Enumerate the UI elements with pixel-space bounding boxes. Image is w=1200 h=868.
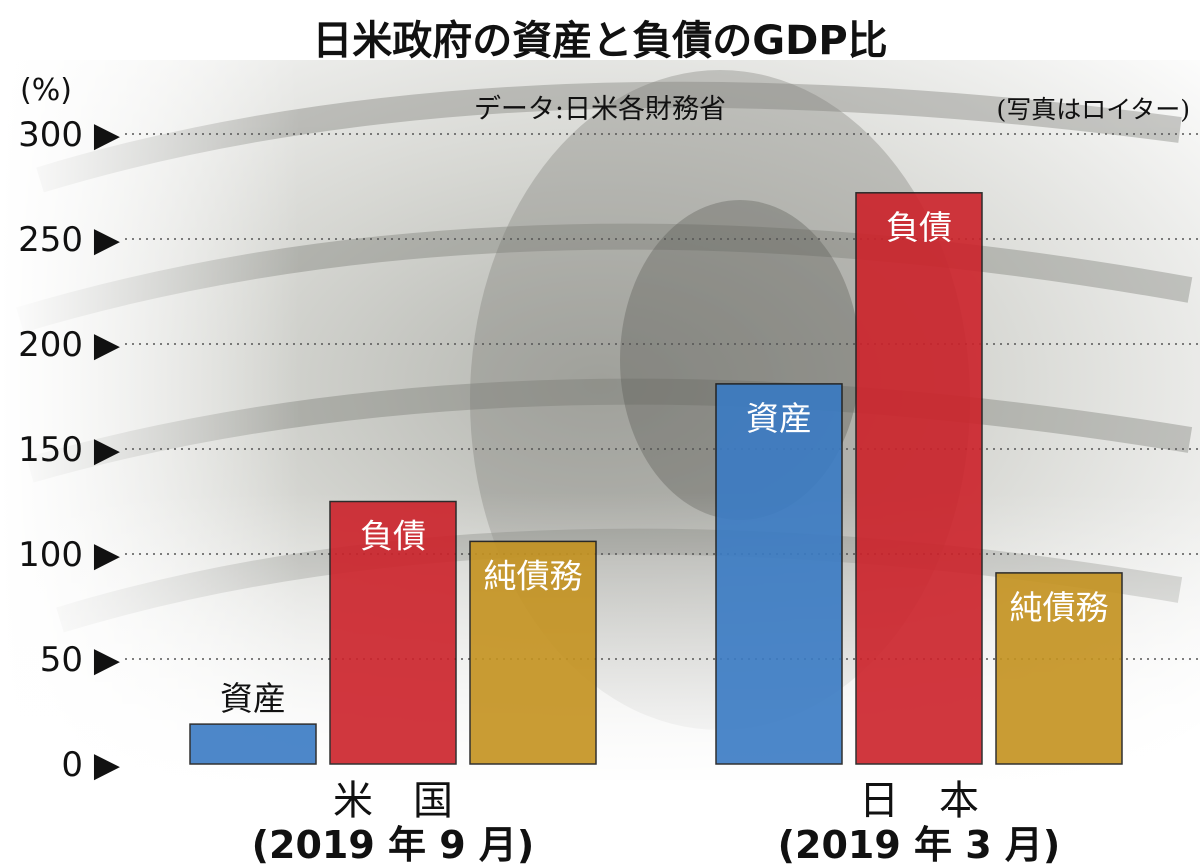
y-tick-label: 50 ▶ bbox=[40, 640, 121, 680]
bar bbox=[715, 383, 843, 765]
group-name: 米 国 bbox=[333, 778, 453, 824]
data-source: データ:日米各財務省 bbox=[474, 94, 726, 125]
photo-credit: (写真はロイター) bbox=[996, 95, 1190, 124]
bar-label: 負債 bbox=[360, 517, 426, 556]
y-tick-label: 300 ▶ bbox=[18, 115, 121, 155]
bar-label: 資産 bbox=[220, 679, 286, 718]
group-period: (2019 年 9 月) bbox=[252, 823, 535, 867]
y-axis-unit: (%) bbox=[20, 73, 72, 108]
bar-label: 資産 bbox=[746, 399, 812, 438]
group-period: (2019 年 3 月) bbox=[778, 823, 1061, 867]
bar bbox=[995, 572, 1123, 765]
y-tick-label: 200 ▶ bbox=[18, 325, 121, 365]
bar-label: 負債 bbox=[886, 208, 952, 247]
group-labels: 米 国(2019 年 9 月) 日 本(2019 年 3 月) bbox=[252, 778, 1061, 867]
chart-title: 日米政府の資産と負債のGDP比 bbox=[312, 18, 887, 64]
bar bbox=[189, 723, 317, 765]
y-tick-label: 0 ▶ bbox=[61, 745, 120, 785]
bar bbox=[469, 540, 597, 765]
bar-label: 純債務 bbox=[1010, 588, 1109, 627]
y-tick-label: 150 ▶ bbox=[18, 430, 121, 470]
y-axis-ticks: 0 ▶ 50 ▶ 100 ▶ 150 ▶ 200 ▶ 250 ▶ 300 ▶ bbox=[18, 115, 121, 785]
y-tick-label: 250 ▶ bbox=[18, 220, 121, 260]
y-tick-label: 100 ▶ bbox=[18, 535, 121, 575]
bar-label: 純債務 bbox=[484, 556, 583, 595]
bar bbox=[855, 192, 983, 765]
group-name: 日 本 bbox=[859, 778, 979, 824]
bar bbox=[329, 500, 457, 765]
